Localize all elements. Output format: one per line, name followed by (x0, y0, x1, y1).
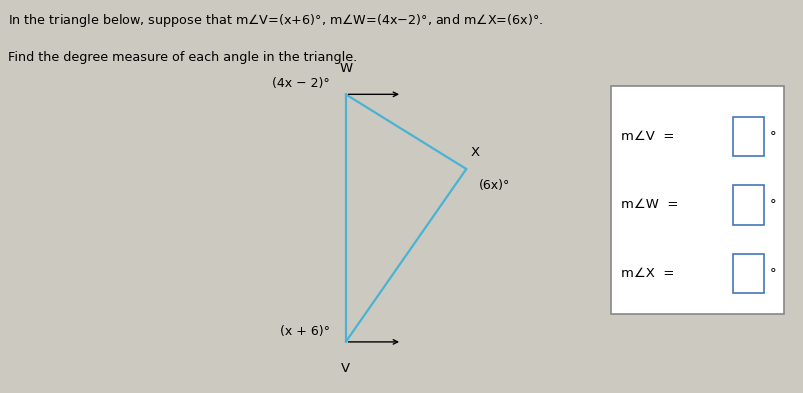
Text: m∠X  =: m∠X = (620, 267, 673, 280)
Text: m∠V  =: m∠V = (620, 130, 673, 143)
Text: (4x − 2)°: (4x − 2)° (271, 77, 329, 90)
Text: Find the degree measure of each angle in the triangle.: Find the degree measure of each angle in… (8, 51, 357, 64)
Text: W: W (339, 62, 352, 75)
Bar (732, 185, 763, 225)
Text: X: X (470, 146, 479, 159)
Text: (x + 6)°: (x + 6)° (279, 325, 329, 338)
Text: V: V (340, 362, 350, 375)
Text: m∠W  =: m∠W = (620, 198, 677, 211)
Text: °: ° (768, 130, 775, 143)
Text: (6x)°: (6x)° (478, 179, 509, 192)
Bar (732, 117, 763, 156)
Text: In the triangle below, suppose that m$\angle$V=(x+6)$\degree$, m$\angle$W=(4x$-$: In the triangle below, suppose that m$\a… (8, 12, 543, 29)
Text: °: ° (768, 198, 775, 211)
Bar (732, 254, 763, 293)
Bar (610, 86, 783, 314)
Text: °: ° (768, 267, 775, 280)
